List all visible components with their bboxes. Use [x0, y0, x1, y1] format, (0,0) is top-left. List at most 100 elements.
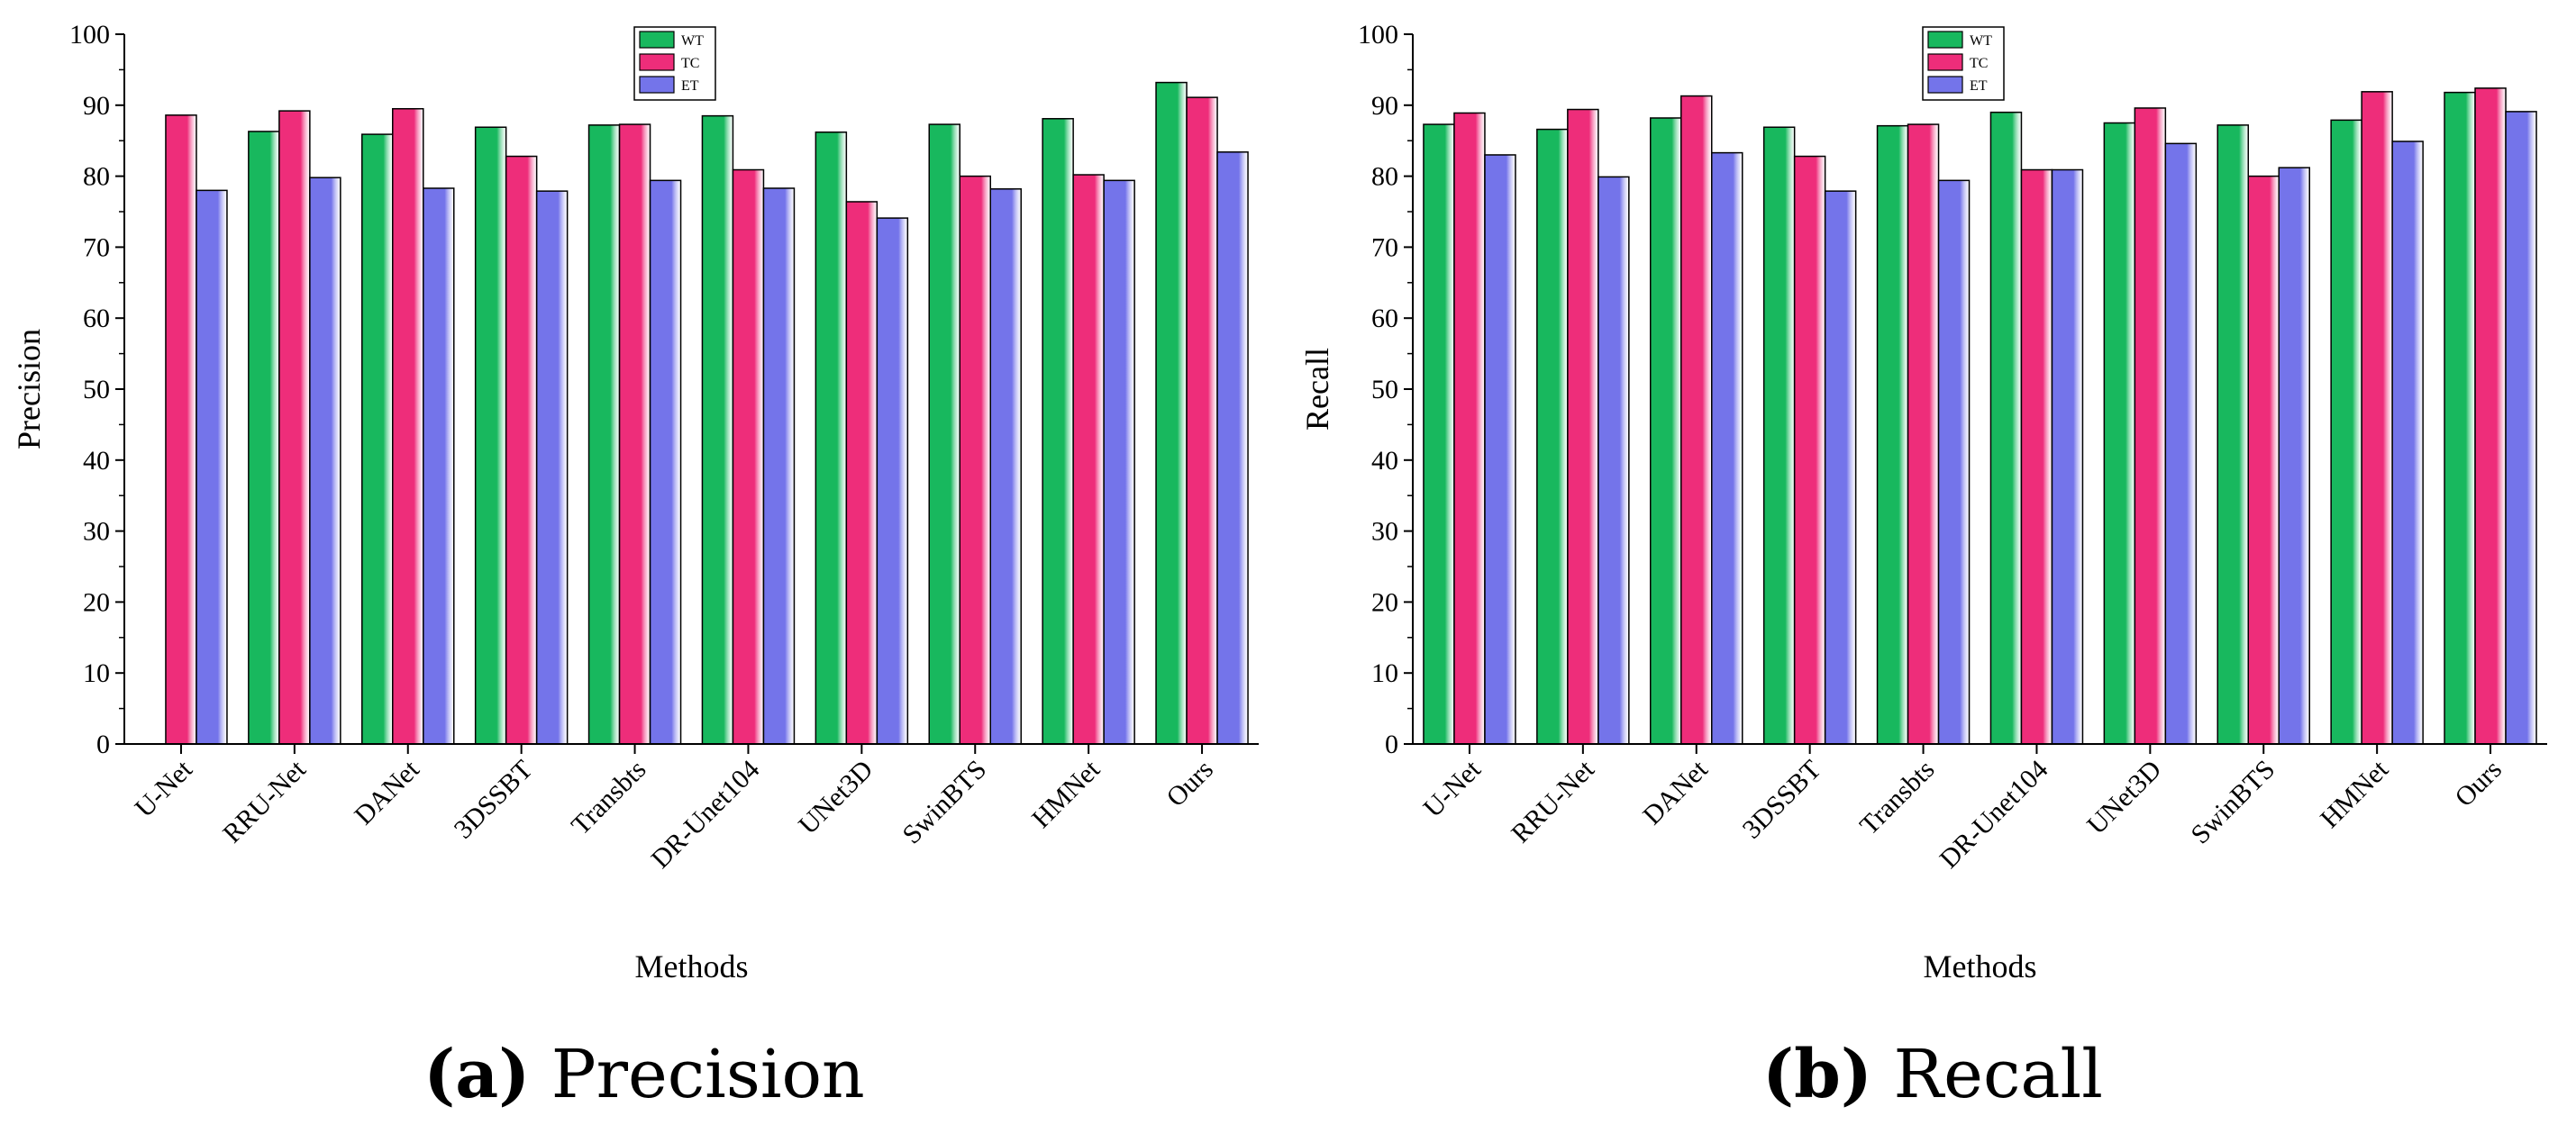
y-tick-label-20: 20 [1371, 587, 1398, 617]
x-axis-label: Methods [1924, 948, 2037, 984]
x-tick-label-RRU-Net: RRU-Net [217, 754, 312, 848]
bar-TC-RRU-Net [278, 110, 311, 745]
bar-WT-DANet [361, 133, 394, 745]
bar-TC-Transbts [1907, 123, 1940, 745]
bar-WT-Ours [1155, 81, 1188, 745]
precision-caption-text: Precision [551, 1036, 865, 1113]
recall-chart: 0 10 20 30 40 50 60 70 80 90 100 U-Net RRU-Net DANet 3… [1299, 20, 2547, 984]
y-tick-label-40: 40 [83, 446, 110, 476]
y-tick-label-0: 0 [1385, 730, 1398, 759]
bar-WT-3DSSBT [474, 126, 507, 745]
x-tick-label-DR-Unet104: DR-Unet104 [645, 755, 765, 875]
bar-ET-HMNet [1103, 179, 1135, 745]
bar-ET-HMNet [2391, 141, 2424, 745]
y-tick-label-70: 70 [83, 232, 110, 262]
bar-TC-U-Net [165, 114, 197, 745]
bar-TC-UNet3D [845, 201, 878, 745]
bar-TC-Transbts [618, 123, 651, 745]
y-axis-label: Precision [11, 329, 47, 449]
x-tick-label-SwinBTS: SwinBTS [2185, 755, 2280, 850]
x-tick-label-U-Net: U-Net [130, 754, 199, 823]
y-tick-label-80: 80 [83, 162, 110, 192]
x-tick-label-UNet3D: UNet3D [793, 755, 878, 840]
bar-TC-RRU-Net [1567, 108, 1599, 745]
bar-ET-DANet [1711, 151, 1743, 745]
recall-chart-panel: 0 10 20 30 40 50 60 70 80 90 100 U-Net RRU-Net DANet 3… [1288, 0, 2576, 1134]
y-tick-label-80: 80 [1371, 162, 1398, 192]
y-tick-label-70: 70 [1371, 232, 1398, 262]
bar-WT-RRU-Net [1536, 128, 1569, 745]
bar-ET-SwinBTS [989, 188, 1022, 745]
bar-TC-HMNet [2361, 91, 2393, 745]
bar-WT-RRU-Net [248, 131, 280, 745]
bar-ET-RRU-Net [1597, 176, 1630, 745]
recall-caption-letter: (b) [1762, 1036, 1872, 1113]
x-tick-label-3DSSBT: 3DSSBT [1737, 755, 1827, 845]
bar-WT-U-Net [1423, 123, 1455, 745]
x-tick-label-RRU-Net: RRU-Net [1506, 754, 1600, 848]
bar-ET-Ours [1216, 151, 1249, 745]
bar-ET-DANet [423, 187, 455, 745]
legend-label-WT: WT [681, 33, 704, 49]
y-tick-label-0: 0 [96, 730, 110, 759]
y-tick-label-10: 10 [83, 658, 110, 688]
bar-WT-DR-Unet104 [1989, 111, 2023, 745]
y-tick-label-90: 90 [83, 91, 110, 121]
bar-ET-SwinBTS [2278, 167, 2310, 745]
precision-caption-letter: (a) [423, 1036, 531, 1113]
bar-WT-DR-Unet104 [701, 114, 734, 745]
bar-WT-Transbts [587, 124, 621, 745]
legend-swatch-TC [639, 53, 675, 71]
y-tick-label-10: 10 [1371, 658, 1398, 688]
legend-swatch-WT [639, 31, 675, 49]
bar-TC-U-Net [1453, 112, 1486, 745]
y-tick-label-60: 60 [1371, 304, 1398, 333]
x-tick-label-UNet3D: UNet3D [2081, 755, 2167, 840]
y-tick-label-30: 30 [83, 517, 110, 547]
legend-label-TC: TC [1970, 56, 1988, 71]
bar-TC-SwinBTS [959, 175, 991, 745]
y-tick-label-30: 30 [1371, 517, 1398, 547]
x-tick-label-Ours: Ours [1161, 755, 1219, 813]
x-tick-label-Transbts: Transbts [1854, 755, 1941, 841]
x-tick-label-3DSSBT: 3DSSBT [449, 755, 539, 845]
bar-ET-Transbts [649, 179, 682, 745]
bar-WT-UNet3D [2103, 122, 2136, 745]
y-tick-label-60: 60 [83, 304, 110, 333]
precision-caption: (a) Precision [0, 1036, 1288, 1113]
bar-ET-U-Net [196, 189, 228, 745]
legend-swatch-TC [1927, 53, 1963, 71]
legend-label-ET: ET [681, 78, 699, 94]
bar-TC-DANet [1680, 95, 1713, 745]
x-axis-label: Methods [635, 948, 749, 984]
bar-TC-SwinBTS [2247, 175, 2280, 745]
bar-ET-Ours [2505, 111, 2537, 745]
bar-ET-DR-Unet104 [762, 187, 796, 745]
y-tick-label-50: 50 [83, 375, 110, 404]
bar-TC-DR-Unet104 [2020, 168, 2053, 745]
bar-ET-UNet3D [2164, 142, 2198, 745]
bar-TC-3DSSBT [1793, 155, 1826, 745]
bar-WT-3DSSBT [1762, 126, 1796, 745]
bar-TC-Ours [1186, 96, 1218, 745]
recall-caption: (b) Recall [1288, 1036, 2576, 1113]
bar-ET-DR-Unet104 [2051, 168, 2084, 745]
bar-WT-DANet [1650, 117, 1682, 745]
y-tick-label-100: 100 [69, 20, 110, 50]
bar-WT-HMNet [2330, 119, 2362, 745]
bar-TC-UNet3D [2134, 107, 2167, 745]
y-tick-label-100: 100 [1358, 20, 1398, 50]
y-tick-label-50: 50 [1371, 375, 1398, 404]
bar-TC-Ours [2474, 87, 2507, 745]
bar-WT-Ours [2444, 91, 2476, 745]
legend-label-ET: ET [1970, 78, 1988, 94]
x-tick-label-HMNet: HMNet [2315, 754, 2395, 834]
legend-label-WT: WT [1970, 33, 1992, 49]
bar-WT-SwinBTS [2216, 124, 2249, 745]
bar-TC-HMNet [1072, 174, 1105, 745]
y-tick-label-20: 20 [83, 587, 110, 617]
legend-label-TC: TC [681, 56, 699, 71]
x-tick-label-DANet: DANet [349, 754, 425, 830]
bar-WT-Transbts [1876, 124, 1909, 745]
legend-swatch-ET [1927, 76, 1963, 94]
